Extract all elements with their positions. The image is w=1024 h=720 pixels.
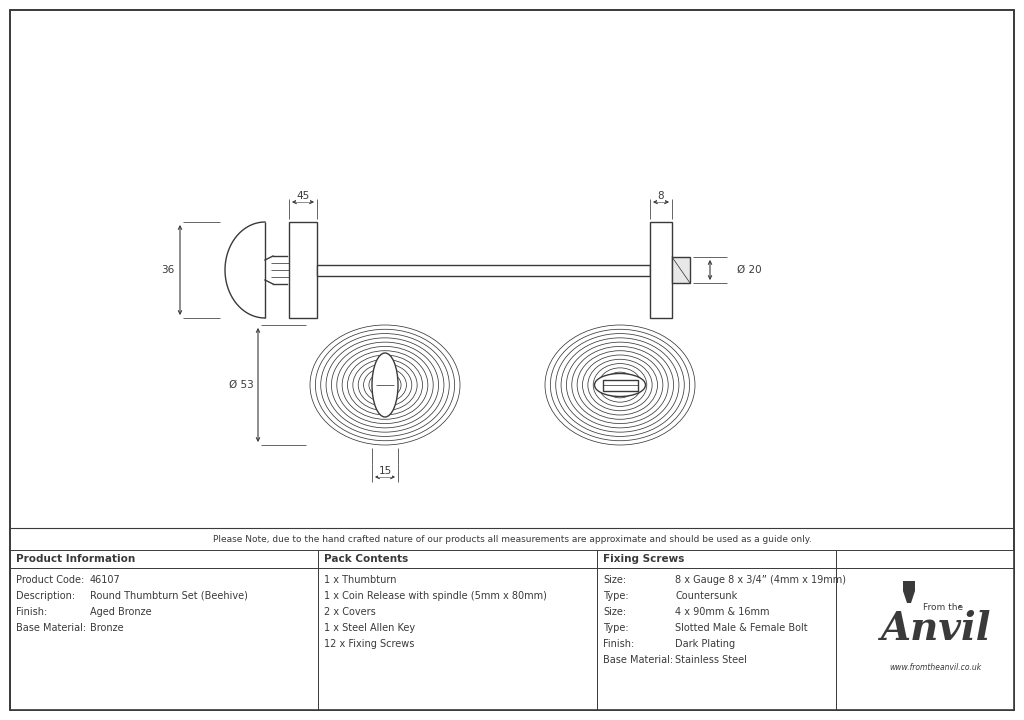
Text: 2 x Covers: 2 x Covers bbox=[324, 607, 376, 617]
FancyBboxPatch shape bbox=[903, 581, 915, 591]
Text: www.fromtheanvil.co.uk: www.fromtheanvil.co.uk bbox=[889, 662, 981, 672]
Text: 1 x Coin Release with spindle (5mm x 80mm): 1 x Coin Release with spindle (5mm x 80m… bbox=[324, 591, 547, 601]
Text: 45: 45 bbox=[296, 191, 309, 201]
Text: 36: 36 bbox=[162, 265, 175, 275]
Text: Base Material:: Base Material: bbox=[603, 655, 673, 665]
Text: Type:: Type: bbox=[603, 623, 629, 633]
Text: Countersunk: Countersunk bbox=[675, 591, 737, 601]
Text: 4 x 90mm & 16mm: 4 x 90mm & 16mm bbox=[675, 607, 769, 617]
Text: Product Code:: Product Code: bbox=[16, 575, 84, 585]
Bar bbox=[836, 550, 1014, 568]
Text: 8 x Gauge 8 x 3/4” (4mm x 19mm): 8 x Gauge 8 x 3/4” (4mm x 19mm) bbox=[675, 575, 846, 585]
Text: Product Information: Product Information bbox=[16, 554, 135, 564]
Text: From the: From the bbox=[923, 603, 963, 611]
Bar bbox=[10, 568, 318, 710]
Text: 1 x Thumbturn: 1 x Thumbturn bbox=[324, 575, 396, 585]
Text: Please Note, due to the hand crafted nature of our products all measurements are: Please Note, due to the hand crafted nat… bbox=[213, 534, 811, 544]
Text: Size:: Size: bbox=[603, 607, 626, 617]
Text: Type:: Type: bbox=[603, 591, 629, 601]
Text: 12 x Fixing Screws: 12 x Fixing Screws bbox=[324, 639, 415, 649]
Text: Aged Bronze: Aged Bronze bbox=[90, 607, 152, 617]
Text: Pack Contents: Pack Contents bbox=[324, 554, 409, 564]
Text: Slotted Male & Female Bolt: Slotted Male & Female Bolt bbox=[675, 623, 808, 633]
Text: Fixing Screws: Fixing Screws bbox=[603, 554, 684, 564]
Bar bbox=[602, 379, 638, 390]
Bar bbox=[597, 550, 836, 568]
Text: Finish:: Finish: bbox=[16, 607, 47, 617]
Text: Anvil: Anvil bbox=[880, 610, 990, 648]
Bar bbox=[836, 568, 1014, 710]
Text: Finish:: Finish: bbox=[603, 639, 634, 649]
Text: Ø 53: Ø 53 bbox=[229, 380, 254, 390]
Text: 8: 8 bbox=[657, 191, 665, 201]
Text: Round Thumbturn Set (Beehive): Round Thumbturn Set (Beehive) bbox=[90, 591, 248, 601]
Bar bbox=[317, 264, 650, 276]
Polygon shape bbox=[903, 591, 915, 603]
Bar bbox=[672, 257, 690, 283]
Text: Bronze: Bronze bbox=[90, 623, 124, 633]
Text: 46107: 46107 bbox=[90, 575, 121, 585]
Text: 1 x Steel Allen Key: 1 x Steel Allen Key bbox=[324, 623, 415, 633]
Text: Size:: Size: bbox=[603, 575, 626, 585]
Ellipse shape bbox=[595, 374, 645, 397]
Bar bbox=[10, 550, 318, 568]
Text: Dark Plating: Dark Plating bbox=[675, 639, 735, 649]
Bar bbox=[318, 550, 597, 568]
Text: Stainless Steel: Stainless Steel bbox=[675, 655, 746, 665]
Ellipse shape bbox=[372, 353, 398, 417]
Text: Ø 20: Ø 20 bbox=[737, 265, 762, 275]
Text: Description:: Description: bbox=[16, 591, 75, 601]
Text: Base Material:: Base Material: bbox=[16, 623, 86, 633]
Bar bbox=[318, 568, 597, 710]
Bar bbox=[597, 568, 836, 710]
Bar bbox=[650, 222, 672, 318]
Text: 15: 15 bbox=[379, 466, 391, 476]
Bar bbox=[289, 222, 317, 318]
Text: •: • bbox=[958, 604, 962, 610]
